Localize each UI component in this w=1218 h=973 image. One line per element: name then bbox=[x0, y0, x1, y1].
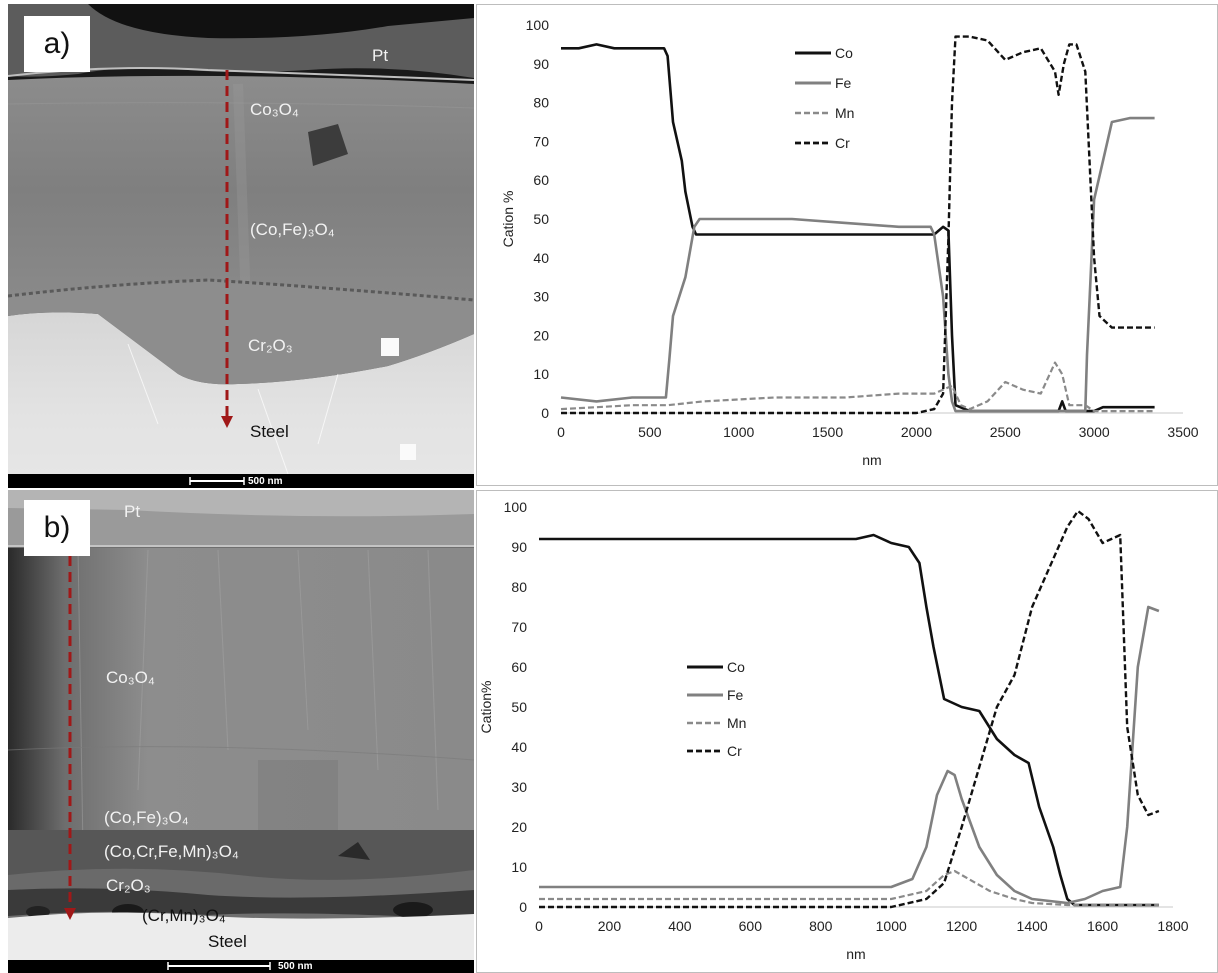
y-tick-label: 70 bbox=[533, 133, 549, 149]
x-tick-label: 200 bbox=[598, 918, 622, 934]
y-axis-label: Cation % bbox=[500, 191, 516, 248]
y-tick-label: 50 bbox=[511, 699, 527, 715]
y-tick-label: 0 bbox=[541, 405, 549, 421]
legend-label-fe: Fe bbox=[727, 687, 744, 703]
x-tick-label: 3500 bbox=[1167, 424, 1198, 440]
y-tick-label: 20 bbox=[511, 819, 527, 835]
y-tick-label: 0 bbox=[519, 899, 527, 915]
y-tick-label: 20 bbox=[533, 327, 549, 343]
x-tick-label: 3000 bbox=[1079, 424, 1110, 440]
y-tick-label: 100 bbox=[504, 499, 528, 515]
legend-label-cr: Cr bbox=[835, 135, 850, 151]
label-steel-a: Steel bbox=[250, 422, 289, 441]
tem-micrograph-a bbox=[8, 4, 474, 488]
label-pt-b: Pt bbox=[124, 502, 141, 521]
y-tick-label: 30 bbox=[533, 289, 549, 305]
y-tick-label: 70 bbox=[511, 619, 527, 635]
label-crmn-b: (Cr,Mn)₃O₄ bbox=[142, 906, 226, 925]
x-tick-label: 400 bbox=[668, 918, 692, 934]
series-line-mn bbox=[560, 361, 1155, 413]
tem-image-b: b) Pt Co₃O₄ (Co,Fe)₃O₄ (Co,Cr,Fe,Mn)₃O₄ … bbox=[8, 490, 474, 973]
label-co3o4-b: Co₃O₄ bbox=[106, 668, 155, 687]
y-tick-label: 90 bbox=[511, 539, 527, 555]
legend-label-co: Co bbox=[835, 45, 853, 61]
y-tick-label: 50 bbox=[533, 211, 549, 227]
y-tick-label: 80 bbox=[511, 579, 527, 595]
label-cr2o3-a: Cr₂O₃ bbox=[248, 336, 293, 355]
arrow-head-icon bbox=[64, 908, 76, 920]
x-tick-label: 0 bbox=[557, 424, 565, 440]
label-cocrfemn-b: (Co,Cr,Fe,Mn)₃O₄ bbox=[104, 842, 239, 861]
y-tick-label: 10 bbox=[533, 366, 549, 382]
label-steel-b: Steel bbox=[208, 932, 247, 951]
y-axis-label: Cation% bbox=[478, 681, 494, 734]
scalebar-label-b: 500 nm bbox=[278, 961, 313, 972]
x-tick-label: 1200 bbox=[946, 918, 977, 934]
x-tick-label: 2000 bbox=[901, 424, 932, 440]
legend-label-mn: Mn bbox=[727, 715, 746, 731]
series-line-co bbox=[561, 43, 1155, 413]
y-tick-label: 90 bbox=[533, 56, 549, 72]
y-tick-label: 40 bbox=[511, 739, 527, 755]
y-tick-label: 10 bbox=[511, 859, 527, 875]
x-tick-label: 1400 bbox=[1017, 918, 1048, 934]
label-cofe-b: (Co,Fe)₃O₄ bbox=[104, 808, 189, 827]
x-axis-label: nm bbox=[846, 946, 865, 962]
y-tick-label: 100 bbox=[526, 17, 550, 33]
y-tick-label: 80 bbox=[533, 95, 549, 111]
panel-a: a) Pt Co₃O₄ (Co,Fe)₃O₄ Cr₂O₃ Steel 500 n… bbox=[8, 4, 1218, 488]
tem-image-a: a) Pt Co₃O₄ (Co,Fe)₃O₄ Cr₂O₃ Steel 500 n… bbox=[8, 4, 474, 488]
panel-letter-b: b) bbox=[24, 500, 90, 556]
chart-b: 0 10 20 30 40 50 60 70 80 90 100 0 200 400 600 800 1000 1… bbox=[476, 490, 1218, 973]
legend-label-co: Co bbox=[727, 659, 745, 675]
series-line-fe bbox=[560, 116, 1155, 413]
legend-label-fe: Fe bbox=[835, 75, 852, 91]
x-tick-label: 600 bbox=[739, 918, 763, 934]
x-tick-label: 1500 bbox=[812, 424, 843, 440]
label-cr2o3-b: Cr₂O₃ bbox=[106, 876, 151, 895]
arrow-head-icon bbox=[221, 416, 233, 428]
series-line-cr bbox=[539, 509, 1160, 909]
x-tick-label: 1600 bbox=[1087, 918, 1118, 934]
x-tick-label: 0 bbox=[535, 918, 543, 934]
y-tick-label: 30 bbox=[511, 779, 527, 795]
legend-label-cr: Cr bbox=[727, 743, 742, 759]
label-co3o4-a: Co₃O₄ bbox=[250, 100, 299, 119]
x-tick-label: 500 bbox=[638, 424, 662, 440]
y-tick-label: 60 bbox=[533, 172, 549, 188]
x-axis-label: nm bbox=[862, 452, 881, 468]
x-tick-label: 1800 bbox=[1157, 918, 1188, 934]
series-line-co bbox=[539, 533, 1159, 907]
x-tick-label: 1000 bbox=[876, 918, 907, 934]
scalebar-label-a: 500 nm bbox=[248, 476, 283, 487]
series-line-fe bbox=[539, 605, 1160, 905]
x-tick-label: 1000 bbox=[723, 424, 754, 440]
label-pt-a: Pt bbox=[372, 46, 389, 65]
x-tick-label: 2500 bbox=[990, 424, 1021, 440]
label-cofe-a: (Co,Fe)₃O₄ bbox=[250, 220, 335, 239]
panel-b: b) Pt Co₃O₄ (Co,Fe)₃O₄ (Co,Cr,Fe,Mn)₃O₄ … bbox=[0, 488, 1218, 973]
x-tick-label: 800 bbox=[809, 918, 833, 934]
tem-micrograph-b bbox=[8, 490, 474, 973]
panel-letter-a: a) bbox=[24, 16, 90, 72]
legend-label-mn: Mn bbox=[835, 105, 854, 121]
chart-a: 0 10 20 30 40 50 60 70 80 90 100 0 500 1000 1500 2000 25… bbox=[476, 4, 1218, 486]
series-line-mn bbox=[539, 869, 1159, 907]
y-tick-label: 60 bbox=[511, 659, 527, 675]
series-line-cr bbox=[561, 35, 1155, 415]
y-tick-label: 40 bbox=[533, 250, 549, 266]
